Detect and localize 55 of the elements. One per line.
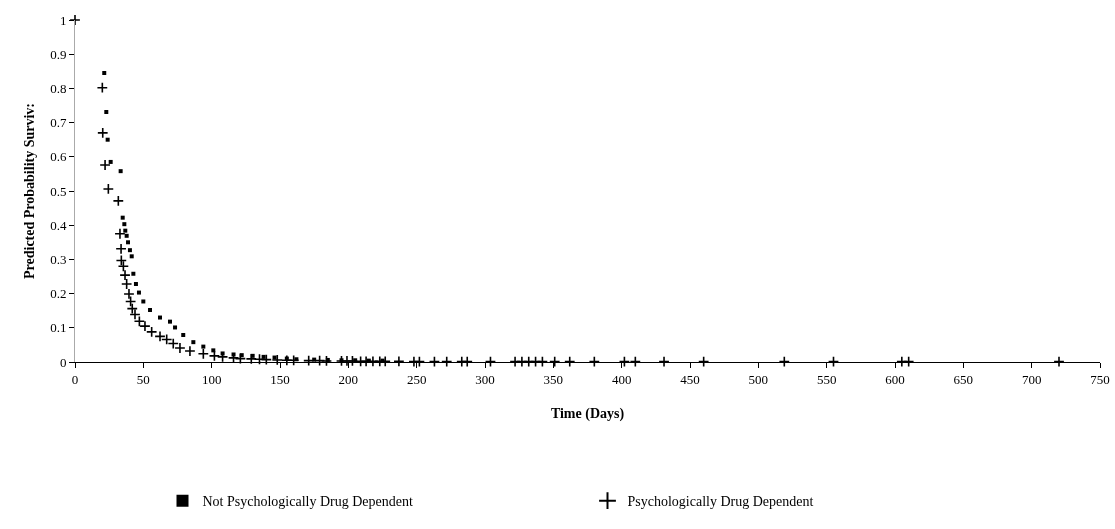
point xyxy=(148,308,153,313)
y-axis-title: Predicted Probability Surviv: xyxy=(21,102,37,280)
x-tick-label: 550 xyxy=(816,371,837,387)
point xyxy=(181,332,186,337)
y-tick-label: 0.6 xyxy=(50,149,67,165)
x-tick-label: 650 xyxy=(953,371,974,387)
x-tick-label: 50 xyxy=(136,371,150,387)
x-tick-label: 200 xyxy=(338,371,359,387)
point xyxy=(122,222,127,227)
point xyxy=(104,110,109,114)
x-tick-label: 250 xyxy=(406,371,427,387)
x-tick-label: 600 xyxy=(885,371,905,387)
point xyxy=(108,159,113,164)
point xyxy=(191,340,196,345)
point xyxy=(211,348,216,353)
point xyxy=(126,240,131,245)
point xyxy=(129,254,134,259)
y-tick-label: 0.2 xyxy=(50,286,67,302)
x-tick-label: 350 xyxy=(543,371,564,387)
point xyxy=(131,271,136,276)
y-tick-label: 0.8 xyxy=(50,80,67,96)
point xyxy=(158,315,163,320)
legend-label: Not Psychologically Drug Dependent xyxy=(202,494,413,510)
point xyxy=(141,299,146,304)
x-tick-label: 100 xyxy=(201,371,222,387)
point xyxy=(124,233,129,238)
point xyxy=(102,71,107,76)
point xyxy=(167,319,172,324)
y-tick-label: 0.4 xyxy=(50,217,67,233)
y-tick-label: 0.1 xyxy=(50,320,67,336)
point xyxy=(127,248,132,253)
y-tick-label: 0 xyxy=(59,354,67,370)
x-axis-title: Time (Days) xyxy=(550,405,625,422)
point xyxy=(136,290,141,295)
point xyxy=(118,169,123,174)
point xyxy=(133,282,138,287)
x-tick-label: 450 xyxy=(680,371,700,387)
x-tick-label: 500 xyxy=(748,371,769,387)
x-tick-label: 150 xyxy=(270,371,290,387)
point xyxy=(105,137,110,142)
y-tick-label: 0.7 xyxy=(50,115,67,131)
y-tick-label: 1 xyxy=(59,12,67,28)
x-tick-label: 750 xyxy=(1090,371,1110,387)
y-tick-label: 0.3 xyxy=(50,251,67,267)
point xyxy=(123,228,128,233)
point xyxy=(120,215,125,220)
x-tick-label: 300 xyxy=(475,371,495,387)
y-tick-label: 0.9 xyxy=(50,46,67,62)
x-tick-label: 0 xyxy=(71,371,79,387)
legend-label: Psychologically Drug Dependent xyxy=(627,494,814,510)
y-tick-label: 0.5 xyxy=(50,183,67,199)
point xyxy=(173,325,178,330)
point xyxy=(201,344,206,349)
x-tick-label: 400 xyxy=(611,371,632,387)
x-tick-label: 700 xyxy=(1021,371,1042,387)
